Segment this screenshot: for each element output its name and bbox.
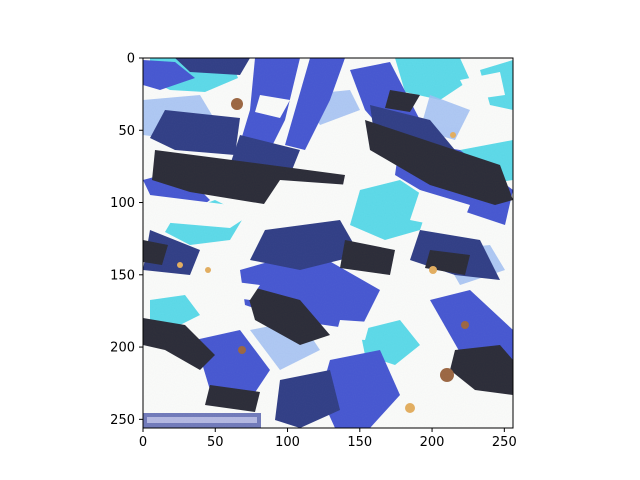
x-tick-label: 100 xyxy=(275,435,300,450)
y-tick-label: 50 xyxy=(118,124,135,139)
y-axis: 0 50 100 150 200 250 xyxy=(110,52,143,428)
y-tick-label: 150 xyxy=(110,268,135,283)
x-tick-label: 200 xyxy=(420,435,445,450)
y-tick-label: 200 xyxy=(110,341,135,356)
grain-overlay xyxy=(143,58,513,428)
x-axis: 0 50 100 150 200 250 xyxy=(139,428,517,450)
axes-frame xyxy=(142,57,514,429)
y-tick-label: 0 xyxy=(127,52,135,67)
heatmap-image xyxy=(143,58,513,428)
x-tick-label: 250 xyxy=(492,435,517,450)
x-tick-label: 50 xyxy=(207,435,224,450)
y-tick-label: 250 xyxy=(110,413,135,428)
y-tick-label: 100 xyxy=(110,196,135,211)
x-tick-label: 0 xyxy=(139,435,147,450)
x-tick-label: 150 xyxy=(347,435,372,450)
